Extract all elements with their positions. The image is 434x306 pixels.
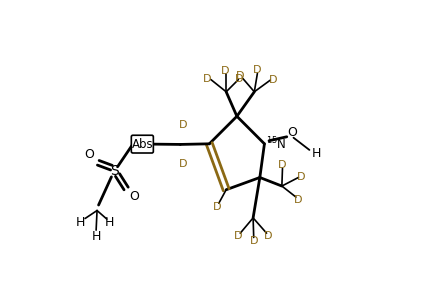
Text: $^{15}$N: $^{15}$N (266, 136, 286, 152)
Text: O: O (287, 126, 297, 139)
Text: D: D (269, 75, 278, 84)
Text: D: D (293, 195, 302, 205)
Text: D: D (264, 231, 273, 241)
Text: D: D (213, 202, 221, 212)
Text: D: D (233, 231, 242, 241)
Text: D: D (297, 172, 306, 182)
Text: H: H (105, 216, 115, 229)
Text: D: D (250, 236, 258, 246)
Text: H: H (92, 230, 101, 243)
Text: Abs: Abs (132, 138, 153, 151)
FancyBboxPatch shape (132, 135, 153, 153)
Text: S: S (110, 164, 119, 178)
Text: D: D (235, 71, 244, 81)
Text: H: H (312, 147, 321, 160)
Text: D: D (179, 120, 187, 129)
Text: D: D (253, 65, 262, 75)
Text: D: D (203, 74, 211, 84)
Text: D: D (278, 160, 287, 170)
Text: O: O (85, 148, 94, 161)
Text: D: D (221, 66, 230, 76)
Text: O: O (129, 190, 139, 203)
Text: D: D (179, 159, 187, 169)
Text: D: D (235, 74, 243, 84)
Text: H: H (76, 216, 85, 229)
